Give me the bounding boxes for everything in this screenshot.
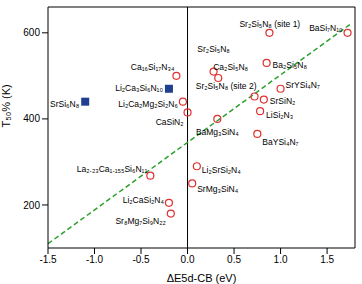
svg-text:BaMg₃SiN₄: BaMg₃SiN₄ [196, 127, 239, 137]
svg-text:LiSi₂N₃: LiSi₂N₃ [266, 110, 293, 120]
svg-text:SrSiN₂: SrSiN₂ [270, 96, 296, 106]
svg-text:BaYSi₄N₇: BaYSi₄N₇ [262, 137, 298, 147]
svg-text:SrSi₆N₈: SrSi₆N₈ [50, 99, 80, 109]
svg-text:SrMg₃SiN₄: SrMg₃SiN₄ [197, 184, 238, 194]
svg-text:600: 600 [23, 27, 40, 38]
svg-text:Li₂SrSi₂N₄: Li₂SrSi₂N₄ [202, 165, 241, 175]
svg-text:SrYSi₄N₇: SrYSi₄N₇ [286, 80, 320, 90]
svg-text:Ba₂Si₅N₈: Ba₂Si₅N₈ [273, 60, 308, 70]
svg-text:Ca₂Si₅N₈: Ca₂Si₅N₈ [213, 62, 248, 72]
svg-text:-1.0: -1.0 [86, 254, 104, 265]
svg-text:CaSiN₂: CaSiN₂ [156, 117, 184, 127]
svg-text:-1.5: -1.5 [39, 254, 57, 265]
svg-text:Sr₂Si₅N₈ (site 2): Sr₂Si₅N₈ (site 2) [196, 81, 257, 91]
svg-text:T₅₀% (K): T₅₀% (K) [8, 84, 12, 127]
svg-text:200: 200 [23, 200, 40, 211]
svg-text:Li₂Ca₃Si₆N₁₀: Li₂Ca₃Si₆N₁₀ [115, 83, 163, 93]
svg-text:ΔE5d-CB (eV): ΔE5d-CB (eV) [167, 272, 237, 284]
svg-text:1.5: 1.5 [320, 254, 334, 265]
svg-text:Ca₁₆Si₁₇N₃₄: Ca₁₆Si₁₇N₃₄ [131, 62, 175, 72]
svg-text:La₂.₂₃Ca₁.₁₅₅Si₆N₁₁: La₂.₂₃Ca₁.₁₅₅Si₆N₁₁ [77, 164, 148, 174]
svg-text:Sr₂Si₅N₈: Sr₂Si₅N₈ [197, 44, 230, 54]
svg-text:400: 400 [23, 113, 40, 124]
svg-text:Sr₈Mg₇Si₉N₂₂: Sr₈Mg₇Si₉N₂₂ [115, 216, 165, 226]
svg-text:BaSi₇N₁₀: BaSi₇N₁₀ [309, 23, 343, 33]
svg-text:0.0: 0.0 [181, 254, 195, 265]
svg-text:Sr₂Si₅N₈ (site 1): Sr₂Si₅N₈ (site 1) [239, 19, 300, 29]
svg-text:-0.5: -0.5 [132, 254, 150, 265]
svg-text:1.0: 1.0 [274, 254, 288, 265]
svg-text:Li₂Ca₂Mg₂Si₂N₆: Li₂Ca₂Mg₂Si₂N₆ [118, 99, 178, 109]
svg-text:Li₂CaSi₂N₄: Li₂CaSi₂N₄ [123, 195, 165, 205]
svg-text:0.5: 0.5 [227, 254, 241, 265]
